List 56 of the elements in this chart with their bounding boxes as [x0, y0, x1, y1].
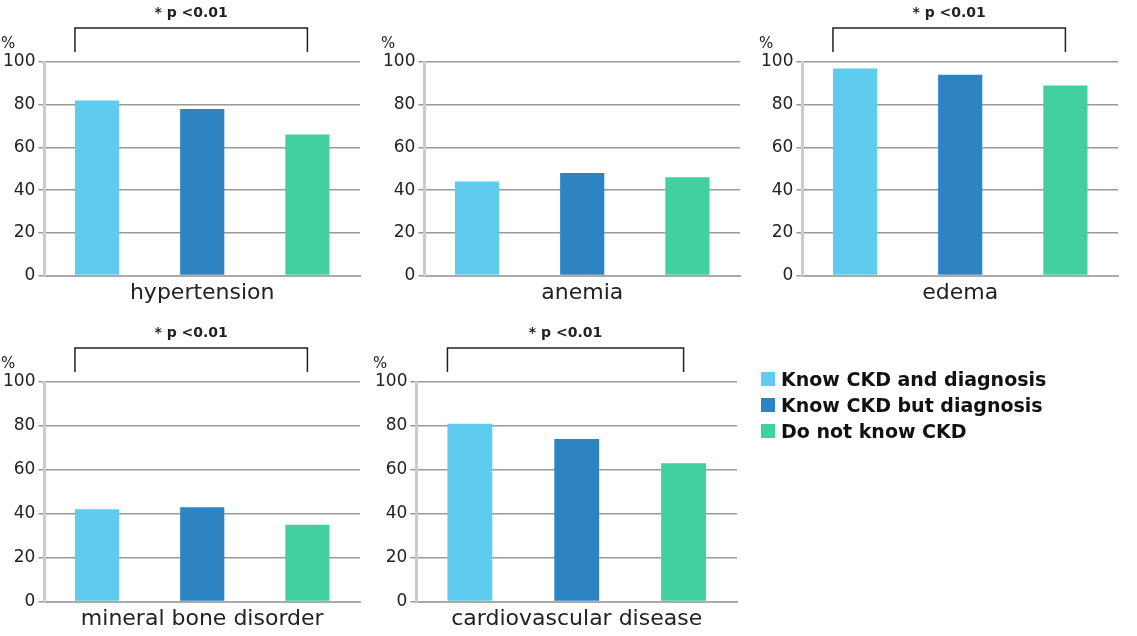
y-tick-label: 100 [382, 50, 416, 71]
y-tick-label: 100 [374, 370, 408, 391]
y-axis-title: % [0, 354, 16, 373]
y-tick-label: 40 [385, 502, 408, 523]
y-tick-label: 80 [393, 93, 416, 114]
x-axis-title: mineral bone disorder [80, 604, 325, 630]
y-axis-title: % [380, 34, 396, 53]
y-tick-label: 20 [385, 546, 408, 567]
y-tick-label: 0 [24, 264, 36, 285]
legend-label: Know CKD and diagnosis [781, 368, 1047, 390]
x-axis-title: hypertension [129, 278, 275, 304]
y-tick-label: 60 [393, 135, 416, 156]
y-tick-label: 20 [13, 221, 36, 242]
bar [285, 134, 330, 275]
y-tick-label: 60 [385, 458, 408, 479]
text: * p <0.01 [912, 3, 986, 20]
bar [74, 100, 120, 275]
y-tick-label: 0 [24, 590, 36, 611]
y-tick-label: 60 [771, 135, 794, 156]
y-tick-label: 40 [13, 178, 36, 199]
bar [832, 68, 878, 275]
y-tick-label: 100 [760, 50, 794, 71]
bar [1043, 85, 1088, 275]
bar [938, 74, 983, 275]
y-tick-label: 20 [393, 221, 416, 242]
y-axis-title: % [0, 34, 16, 53]
legend-label: Do not know CKD [781, 420, 967, 442]
y-tick-label: 20 [13, 546, 36, 567]
text: * p <0.01 [154, 3, 228, 20]
bar [661, 463, 707, 601]
y-tick-label: 20 [771, 221, 794, 242]
y-tick-label: 40 [771, 178, 794, 199]
y-tick-label: 80 [771, 93, 794, 114]
y-tick-label: 80 [385, 414, 408, 435]
y-axis-title: % [758, 34, 774, 53]
y-tick-label: 80 [13, 93, 36, 114]
legend-label: Know CKD but diagnosis [781, 394, 1043, 416]
y-tick-label: 40 [13, 502, 36, 523]
y-axis-title: % [372, 354, 388, 373]
bar [554, 439, 600, 601]
x-axis-title: edema [922, 278, 999, 304]
bar [447, 423, 493, 601]
y-tick-label: 40 [393, 178, 416, 199]
y-tick-label: 80 [13, 414, 36, 435]
y-tick-label: 0 [404, 264, 416, 285]
x-axis-title: cardiovascular disease [451, 604, 703, 630]
y-tick-label: 60 [13, 458, 36, 479]
bar [180, 108, 225, 275]
text: * p <0.01 [528, 323, 603, 340]
text: * p <0.01 [154, 323, 228, 340]
y-tick-label: 100 [2, 370, 36, 391]
y-tick-label: 60 [13, 135, 36, 156]
x-axis-title: anemia [541, 278, 624, 304]
y-tick-label: 0 [396, 590, 408, 611]
y-tick-label: 100 [2, 50, 36, 71]
y-tick-label: 0 [782, 264, 794, 285]
